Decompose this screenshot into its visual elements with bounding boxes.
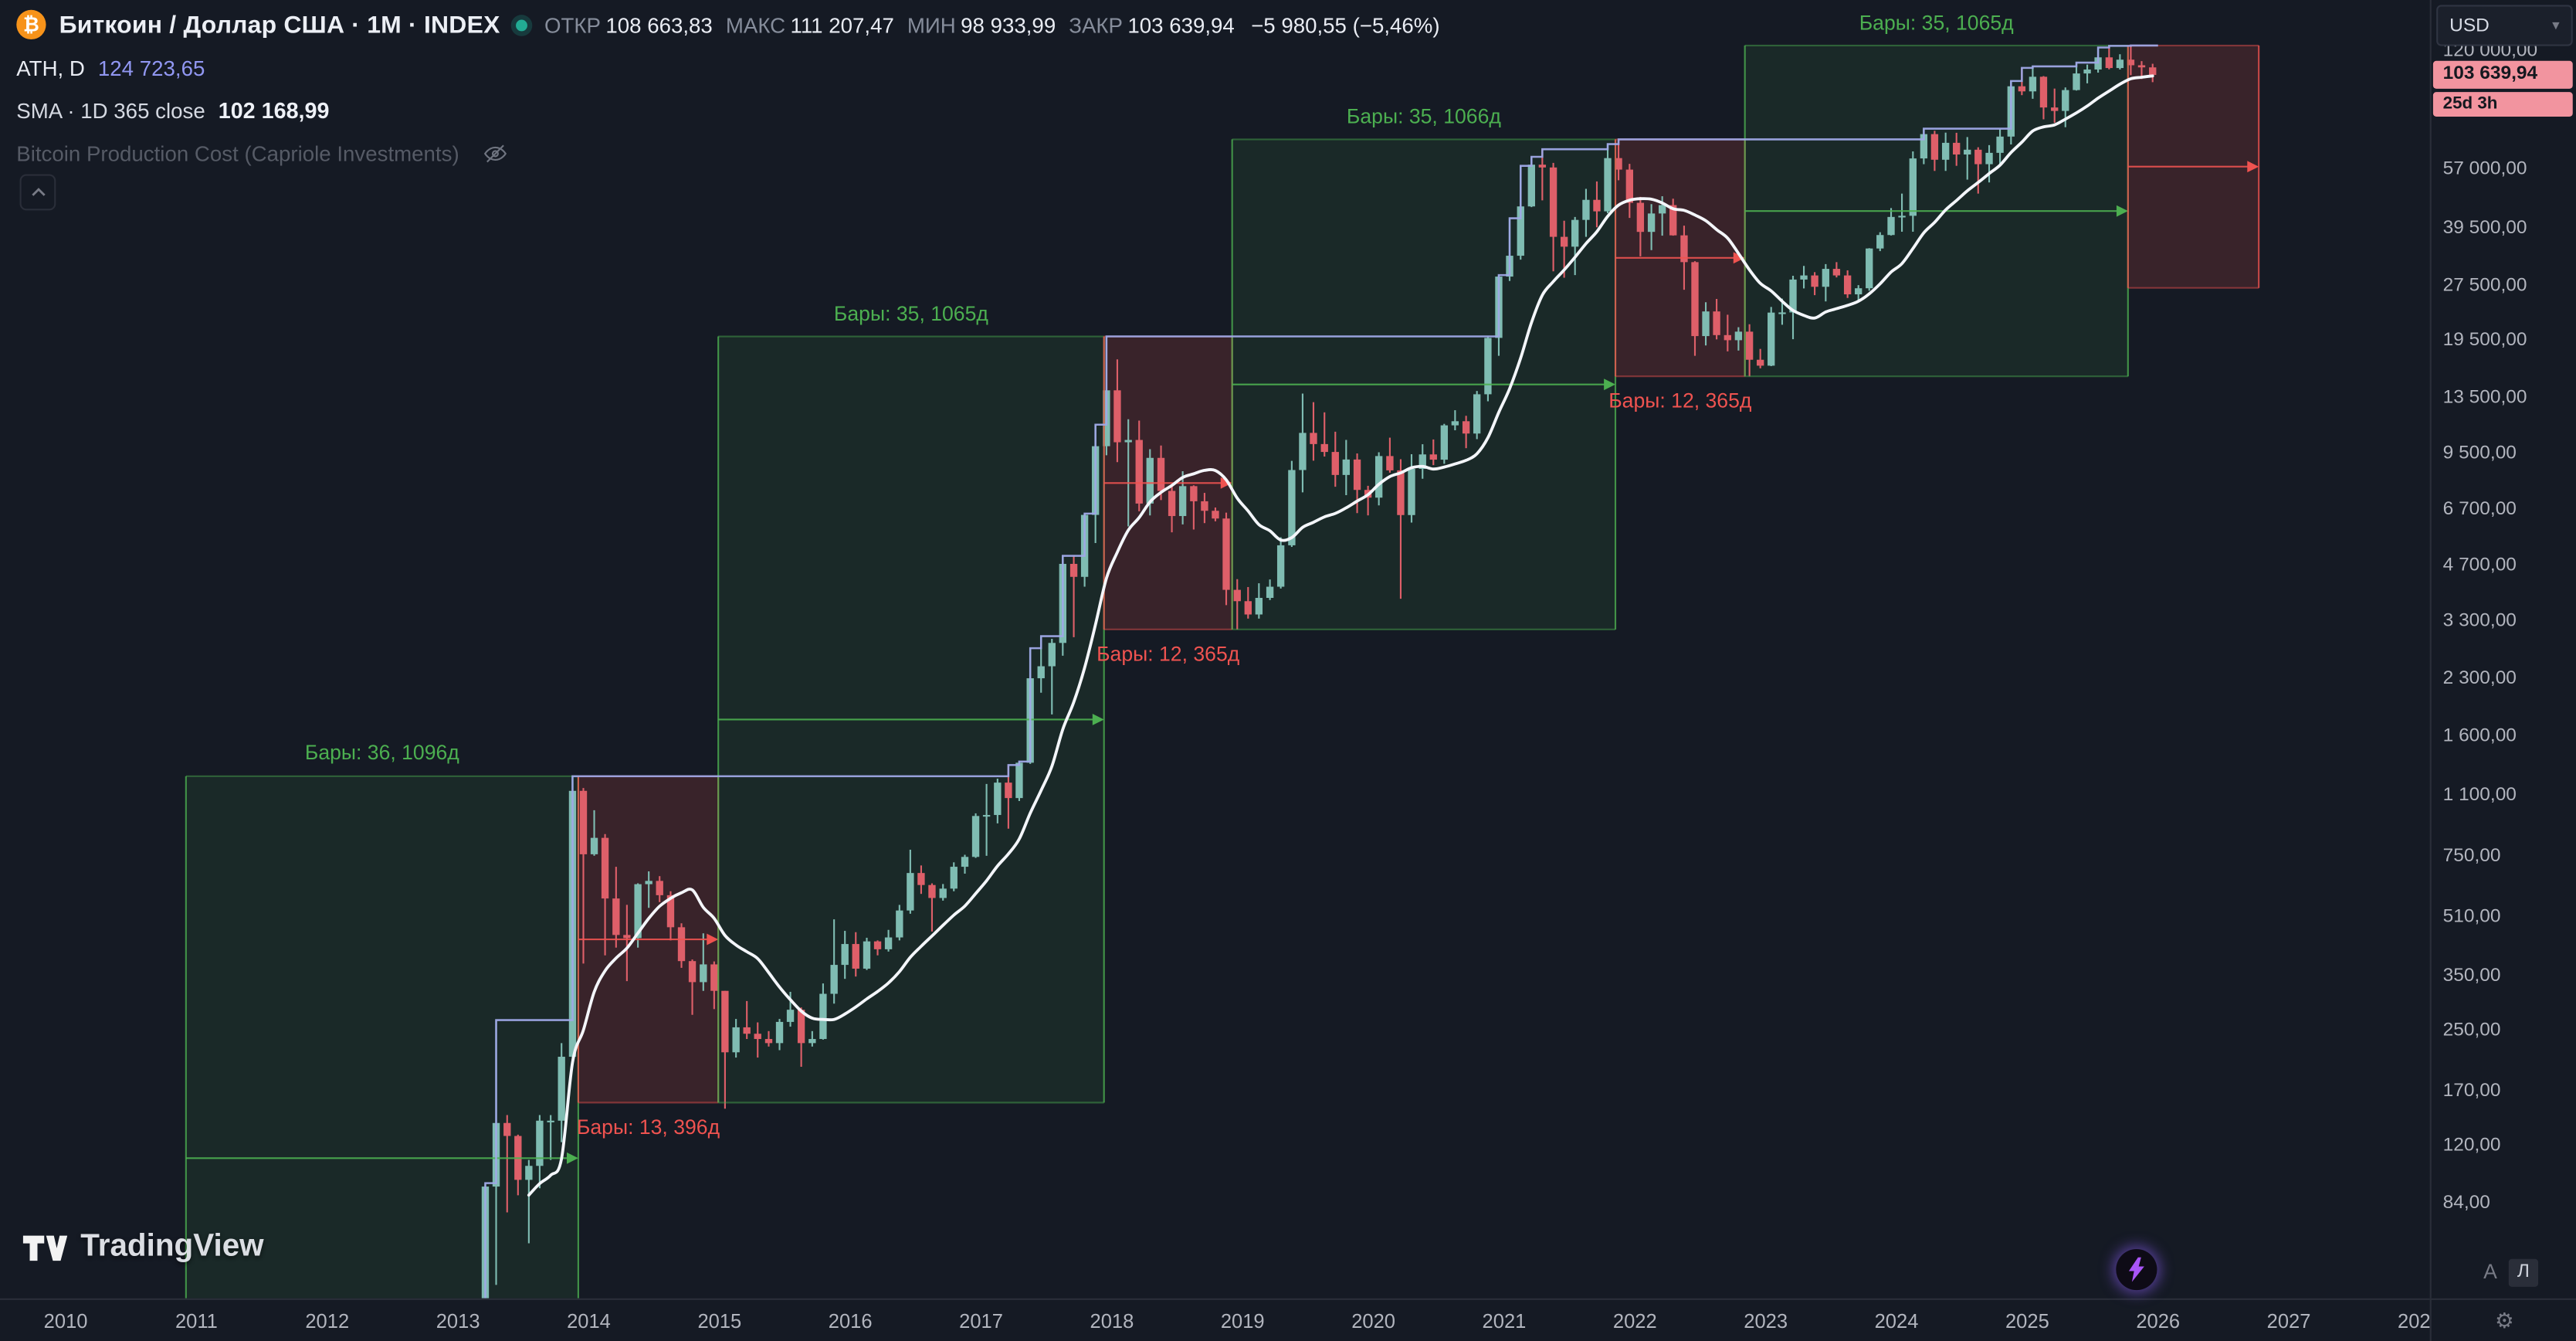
candlestick-chart[interactable]: [0, 0, 2430, 1299]
chevron-down-icon: ▾: [2552, 16, 2560, 33]
time-tick-label: 2020: [1351, 1309, 1396, 1333]
price-tick-label: 9 500,00: [2442, 443, 2517, 463]
ath-line: [484, 44, 2158, 1299]
range-measure-label[interactable]: Бары: 36, 1096д: [304, 742, 459, 765]
time-tick-label: 2014: [567, 1309, 611, 1333]
low-value: 98 933,99: [961, 12, 1056, 37]
watermark-text: TradingView: [80, 1229, 264, 1265]
price-tick-label: 39 500,00: [2442, 218, 2527, 238]
price-tick-label: 57 000,00: [2442, 159, 2527, 180]
time-tick-label: 2010: [43, 1309, 88, 1333]
last-price-badge: 103 639,94: [2432, 59, 2573, 89]
indicator-row-hidden[interactable]: Bitcoin Production Cost (Capriole Invest…: [16, 131, 1439, 174]
hidden-indicator-label: Bitcoin Production Cost (Capriole Invest…: [16, 140, 459, 165]
indicator-row-sma[interactable]: SMA · 1D 365 close 102 168,99: [16, 89, 1439, 131]
price-tick-label: 510,00: [2442, 907, 2501, 927]
range-measure-label[interactable]: Бары: 35, 1065д: [833, 301, 988, 325]
chevron-up-icon: [31, 188, 45, 196]
change-value: −5 980,55 (−5,46%): [1251, 12, 1440, 37]
high-value: 111 207,47: [790, 12, 894, 37]
time-tick-label: 2016: [828, 1309, 873, 1333]
axis-settings-corner: ⚙: [2429, 1298, 2576, 1341]
sma-indicator-value: 102 168,99: [218, 97, 330, 123]
price-tick-label: 120,00: [2442, 1136, 2501, 1156]
tradingview-logo-icon: [22, 1234, 68, 1261]
eye-off-icon: [483, 144, 506, 162]
time-tick-label: 2012: [305, 1309, 350, 1333]
visibility-toggle-button[interactable]: [482, 141, 507, 165]
currency-label: USD: [2449, 15, 2490, 36]
time-tick-label: 2024: [1874, 1309, 1919, 1333]
ohlc-close: ЗАКР 103 639,94: [1069, 12, 1235, 37]
boost-button[interactable]: [2116, 1248, 2157, 1291]
auto-scale-button[interactable]: А: [2483, 1260, 2497, 1284]
sma-line: [527, 74, 2154, 1197]
time-tick-label: 2018: [1090, 1309, 1134, 1333]
price-tick-label: 250,00: [2442, 1020, 2501, 1041]
market-status-icon[interactable]: [516, 19, 528, 31]
price-tick-label: 1 100,00: [2442, 785, 2517, 806]
time-tick-label: 2017: [959, 1309, 1003, 1333]
time-tick-label: 2019: [1220, 1309, 1265, 1333]
price-tick-label: 27 500,00: [2442, 275, 2527, 295]
ath-indicator-label: ATH, D: [16, 55, 85, 80]
scale-toggle-group: А Л: [2432, 1252, 2576, 1292]
time-tick-label: 2022: [1612, 1309, 1657, 1333]
price-tick-label: 750,00: [2442, 846, 2501, 866]
price-tick-label: 2 300,00: [2442, 668, 2517, 688]
time-tick-label: 2011: [175, 1309, 218, 1333]
ath-indicator-value: 124 723,65: [97, 55, 205, 80]
time-tick-label: 2027: [2266, 1309, 2311, 1333]
indicator-row-ath[interactable]: ATH, D 124 723,65: [16, 46, 1439, 89]
bitcoin-icon: ₿: [16, 9, 46, 40]
ohlc-high: МАКС 111 207,47: [726, 12, 894, 37]
price-tick-label: 4 700,00: [2442, 555, 2517, 575]
tradingview-watermark[interactable]: TradingView: [22, 1229, 264, 1265]
close-value: 103 639,94: [1127, 12, 1235, 37]
time-tick-label: 2026: [2136, 1309, 2181, 1333]
price-tick-label: 19 500,00: [2442, 329, 2527, 350]
log-scale-button[interactable]: Л: [2508, 1258, 2539, 1286]
symbol-title: Биткоин / Доллар США · 1M · INDEX: [59, 10, 500, 39]
currency-dropdown[interactable]: USD ▾: [2436, 5, 2573, 46]
lightning-icon: [2128, 1257, 2144, 1282]
close-label: ЗАКР: [1069, 12, 1123, 37]
time-tick-label: 2013: [436, 1309, 480, 1333]
symbol-legend-row[interactable]: ₿ Биткоин / Доллар США · 1M · INDEX ОТКР…: [16, 3, 1440, 46]
bar-countdown-badge: 25d 3h: [2432, 91, 2573, 117]
sma-indicator-label: SMA · 1D 365 close: [16, 97, 205, 123]
range-measure-label[interactable]: Бары: 35, 1066д: [1346, 104, 1501, 128]
open-label: ОТКР: [544, 12, 601, 37]
ohlc-open: ОТКР 108 663,83: [544, 12, 713, 37]
time-tick-label: 2015: [697, 1309, 742, 1333]
price-tick-label: 1 600,00: [2442, 725, 2517, 746]
high-label: МАКС: [725, 12, 786, 37]
price-tick-label: 3 300,00: [2442, 611, 2517, 631]
chart-canvas[interactable]: [0, 0, 2430, 1299]
range-measure-label[interactable]: Бары: 12, 365д: [1096, 642, 1240, 666]
price-tick-label: 170,00: [2442, 1081, 2501, 1102]
time-tick-label: 2028: [2398, 1309, 2430, 1333]
ohlc-low: МИН 98 933,99: [907, 12, 1056, 37]
price-tick-label: 6 700,00: [2442, 498, 2517, 519]
open-value: 108 663,83: [605, 12, 713, 37]
low-label: МИН: [907, 12, 956, 37]
range-measure-label[interactable]: Бары: 12, 365д: [1608, 389, 1752, 413]
drawing-tools-overlay: Бары: 36, 1096д Бары: 13, 396д Бары: 35, 1…: [304, 11, 2014, 1139]
range-measure-label[interactable]: Бары: 35, 1065д: [1859, 11, 2014, 35]
range-measure-label[interactable]: Бары: 13, 396д: [576, 1115, 720, 1139]
price-tick-label: 350,00: [2442, 966, 2501, 986]
time-tick-label: 2021: [1482, 1309, 1527, 1333]
time-axis[interactable]: 2010 2011 2012 2013 2014 2015 2016 2017 2018 2019…: [0, 1298, 2430, 1341]
chart-legend: ₿ Биткоин / Доллар США · 1M · INDEX ОТКР…: [16, 3, 1440, 174]
time-tick-label: 2023: [1744, 1309, 1788, 1333]
legend-collapse-button[interactable]: [19, 174, 56, 211]
price-axis[interactable]: 120 000,00 57 000,00 39 500,00 27 500,00 19 …: [2429, 0, 2576, 1299]
price-tick-label: 13 500,00: [2442, 388, 2527, 408]
price-tick-label: 84,00: [2442, 1193, 2490, 1213]
time-tick-label: 2025: [2005, 1309, 2049, 1333]
gear-icon[interactable]: ⚙: [2495, 1308, 2514, 1333]
